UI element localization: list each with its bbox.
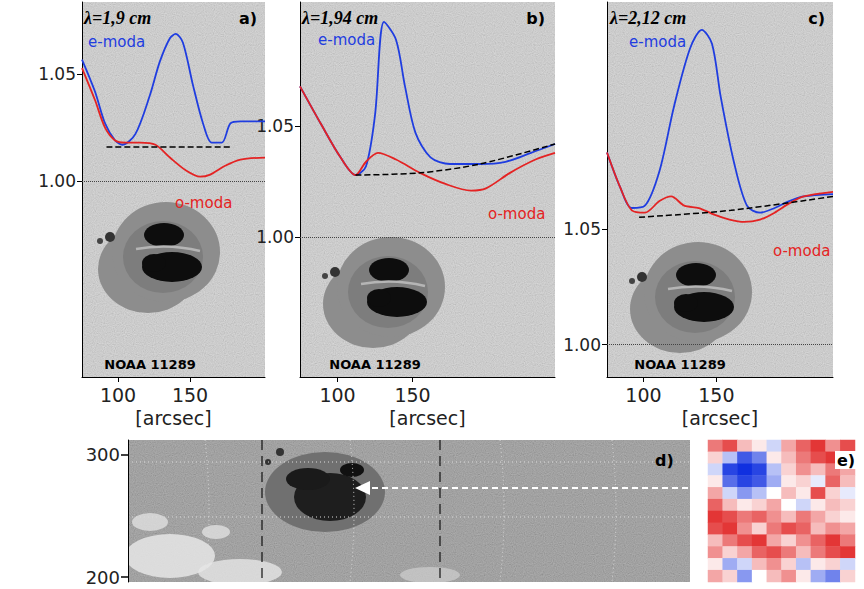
svg-text:NOAA 11289: NOAA 11289 [104, 357, 195, 372]
svg-text:200: 200 [86, 567, 120, 588]
svg-text:c): c) [808, 9, 825, 28]
svg-text:λ=2,12 cm: λ=2,12 cm [609, 8, 686, 28]
svg-text:1.05: 1.05 [38, 64, 76, 84]
svg-text:1.05: 1.05 [563, 219, 601, 239]
svg-text:150: 150 [394, 384, 430, 406]
svg-text:e-moda: e-moda [318, 31, 375, 49]
svg-text:o-moda: o-moda [175, 194, 232, 212]
svg-text:e-moda: e-moda [88, 33, 145, 51]
svg-text:a): a) [239, 9, 257, 28]
svg-text:e-moda: e-moda [629, 33, 686, 51]
svg-text:150: 150 [172, 384, 208, 406]
svg-text:100: 100 [625, 384, 661, 406]
svg-text:λ=1,94 cm: λ=1,94 cm [301, 8, 378, 28]
svg-text:100: 100 [319, 384, 355, 406]
svg-text:300: 300 [86, 444, 120, 465]
svg-text:1.00: 1.00 [38, 171, 76, 191]
svg-text:NOAA 11289: NOAA 11289 [634, 357, 725, 372]
svg-text:e): e) [837, 451, 855, 470]
svg-text:1.00: 1.00 [256, 227, 294, 247]
svg-text:o-moda: o-moda [773, 242, 830, 260]
svg-text:[arcsec]: [arcsec] [682, 407, 758, 429]
svg-text:150: 150 [698, 384, 734, 406]
svg-text:1.00: 1.00 [563, 335, 601, 355]
svg-text:100: 100 [100, 384, 136, 406]
svg-text:λ=1,9 cm: λ=1,9 cm [83, 8, 151, 28]
svg-text:d): d) [655, 451, 674, 470]
svg-text:1.05: 1.05 [256, 116, 294, 136]
svg-text:NOAA 11289: NOAA 11289 [329, 357, 420, 372]
svg-text:[arcsec]: [arcsec] [389, 407, 465, 429]
svg-text:b): b) [526, 9, 545, 28]
svg-text:o-moda: o-moda [488, 205, 545, 223]
svg-text:[arcsec]: [arcsec] [135, 407, 211, 429]
